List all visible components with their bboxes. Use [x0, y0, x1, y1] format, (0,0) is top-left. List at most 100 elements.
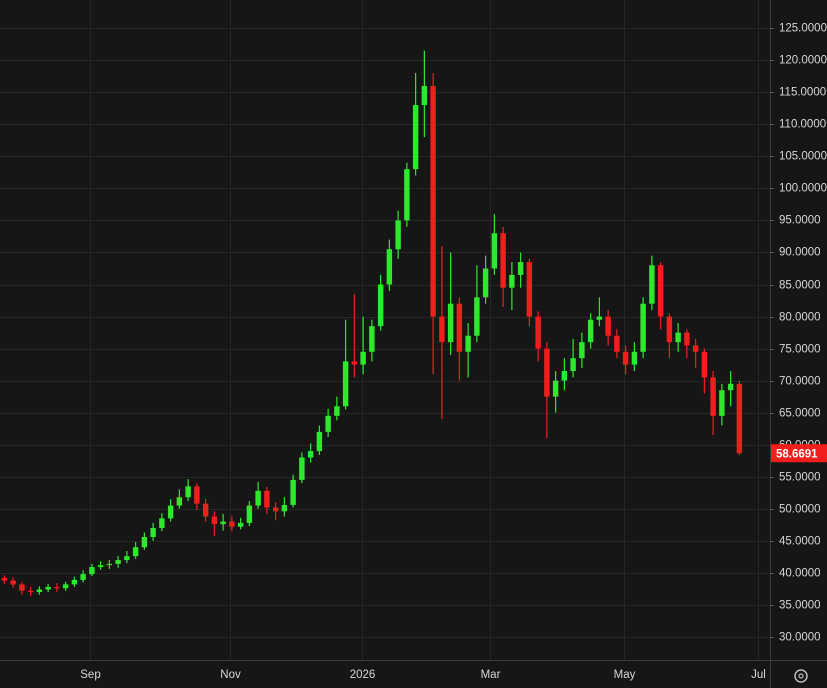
candle-body: [640, 303, 646, 352]
candle-body: [605, 316, 611, 336]
y-tick-label: 90.0000: [779, 247, 821, 259]
candle-body: [194, 486, 200, 504]
candle-body: [544, 348, 550, 397]
candle-body: [666, 316, 673, 343]
x-tick-label: Sep: [80, 669, 100, 681]
candle-body: [684, 332, 690, 346]
candle-body: [474, 297, 480, 336]
settings-icon[interactable]: [794, 669, 808, 683]
candle-body: [264, 490, 270, 508]
candle-body: [465, 335, 471, 352]
candle-body: [631, 351, 638, 365]
y-tick-label: 115.0000: [779, 87, 826, 99]
y-tick-label: 70.0000: [779, 376, 821, 388]
y-tick-label: 95.0000: [779, 215, 821, 227]
candle-body: [649, 265, 655, 304]
candle-body: [526, 262, 533, 317]
candle-body: [45, 586, 51, 590]
y-tick-label: 30.0000: [779, 632, 821, 644]
candle-body: [36, 589, 43, 593]
candle-body: [159, 518, 165, 528]
candle-body: [395, 220, 401, 250]
candle-body: [517, 262, 524, 275]
y-tick-label: 105.0000: [779, 151, 827, 163]
grid: [0, 0, 770, 660]
candle-body: [456, 303, 463, 352]
candle-body: [736, 383, 743, 454]
candle-body: [386, 249, 393, 285]
candle-body: [307, 451, 314, 458]
candle-body: [106, 563, 113, 566]
x-tick-label: Nov: [220, 669, 241, 681]
candle-body: [342, 361, 349, 407]
y-tick-label: 45.0000: [779, 536, 821, 548]
candle-body: [412, 105, 419, 170]
y-tick-label: 120.0000: [779, 55, 827, 67]
candle-body: [71, 579, 78, 585]
y-tick-label: 100.0000: [779, 183, 827, 195]
candle-body: [211, 516, 218, 525]
candle-body: [272, 507, 279, 512]
candle-body: [299, 457, 305, 480]
candle-body: [80, 574, 86, 580]
candle-body: [316, 431, 323, 452]
candle-body: [535, 316, 541, 349]
candle-body: [500, 233, 506, 288]
candle-body: [54, 586, 60, 589]
candle-body: [596, 316, 603, 320]
candle-body: [351, 361, 358, 365]
settings-gear-center[interactable]: [798, 673, 804, 679]
candle-body: [237, 522, 244, 527]
candle-body: [124, 556, 130, 561]
candle-body: [657, 265, 664, 317]
last-price-box: [771, 444, 827, 463]
candle-body: [579, 342, 585, 359]
x-tick-label: 2026: [350, 669, 376, 681]
candle-body: [377, 284, 384, 327]
candle-body: [97, 565, 104, 568]
settings-gear[interactable]: [794, 669, 808, 683]
y-tick-label: 65.0000: [779, 408, 821, 420]
y-tick-label: 110.0000: [779, 119, 826, 131]
candle-body: [369, 326, 375, 352]
candle-body: [185, 486, 191, 498]
candle-body: [141, 536, 148, 548]
candle-body: [290, 479, 296, 505]
candle-body: [614, 335, 620, 352]
candle-body: [482, 268, 489, 298]
y-tick-label: 55.0000: [779, 472, 821, 484]
candle-body: [719, 390, 725, 416]
candle-body: [89, 567, 95, 575]
y-tick-label: 40.0000: [779, 568, 821, 580]
candle-body: [10, 580, 16, 585]
x-tick-label: Mar: [481, 669, 501, 681]
y-tick-label: 80.0000: [779, 312, 821, 324]
candle-body: [430, 85, 436, 317]
candle-body: [176, 497, 183, 506]
candle-body: [701, 351, 708, 378]
y-tick-label: 125.0000: [779, 23, 827, 35]
candle-body: [561, 371, 568, 381]
y-tick-label: 75.0000: [779, 344, 821, 356]
candle-body: [150, 528, 156, 537]
x-tick-label: May: [614, 669, 636, 681]
y-tick-label: 50.0000: [779, 504, 821, 516]
y-tick-label: 35.0000: [779, 600, 821, 612]
candle-body: [19, 584, 25, 591]
candle-body: [570, 358, 576, 372]
candle-body: [587, 319, 594, 343]
last-price-label: 58.6691: [776, 448, 818, 460]
candle-body: [246, 505, 253, 523]
candle-body: [727, 383, 734, 391]
candle-body: [167, 505, 174, 519]
candle-body: [220, 521, 226, 525]
candle-body: [439, 316, 445, 343]
candle-body: [202, 503, 209, 517]
candle-body: [692, 345, 699, 352]
candle-body: [360, 351, 366, 365]
candle-body: [132, 547, 139, 557]
candle-body: [447, 303, 454, 343]
candle-body: [491, 233, 498, 269]
candle-body: [229, 521, 235, 527]
